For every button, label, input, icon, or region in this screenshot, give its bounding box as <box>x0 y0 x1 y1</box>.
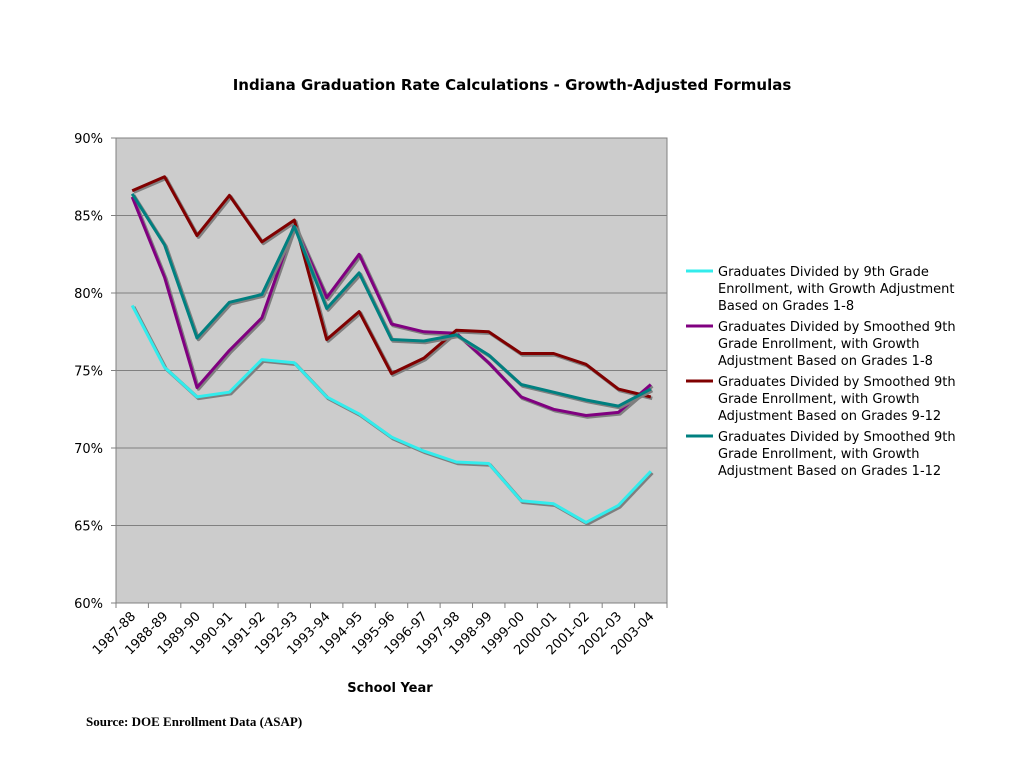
legend-label-4: Adjustment Based on Grades 1-12 <box>718 464 941 479</box>
legend-label-2: Graduates Divided by Smoothed 9th <box>718 320 956 335</box>
source-note: Source: DOE Enrollment Data (ASAP) <box>86 714 303 729</box>
legend-label-2: Grade Enrollment, with Growth <box>718 337 920 352</box>
legend-label-3: Graduates Divided by Smoothed 9th <box>718 375 956 390</box>
y-tick-label: 60% <box>74 597 103 612</box>
chart-title: Indiana Graduation Rate Calculations - G… <box>232 76 792 94</box>
series-lines <box>130 175 654 526</box>
legend-label-1: Graduates Divided by 9th Grade <box>718 265 929 280</box>
legend-label-4: Grade Enrollment, with Growth <box>718 447 920 462</box>
y-tick-label: 85% <box>74 210 103 225</box>
legend-label-1: Enrollment, with Growth Adjustment <box>718 282 955 297</box>
y-tick-label: 65% <box>74 520 103 535</box>
x-axis-label: School Year <box>347 681 433 696</box>
series-line-1 <box>130 304 652 524</box>
y-tick-label: 70% <box>74 442 103 457</box>
y-tick-label: 75% <box>74 365 103 380</box>
legend-label-1: Based on Grades 1-8 <box>718 299 854 314</box>
legend-label-2: Adjustment Based on Grades 1-8 <box>718 354 933 369</box>
series-line-3 <box>131 175 652 399</box>
legend-label-3: Grade Enrollment, with Growth <box>718 392 920 407</box>
legend: Graduates Divided by 9th Grade Enrollment… <box>686 265 956 479</box>
series-line-4 <box>130 192 652 408</box>
y-tick-label: 80% <box>74 287 103 302</box>
y-tick-label: 90% <box>74 132 103 147</box>
legend-label-4: Graduates Divided by Smoothed 9th <box>718 430 956 445</box>
series-line-2 <box>130 196 652 417</box>
legend-label-3: Adjustment Based on Grades 9-12 <box>718 409 941 424</box>
